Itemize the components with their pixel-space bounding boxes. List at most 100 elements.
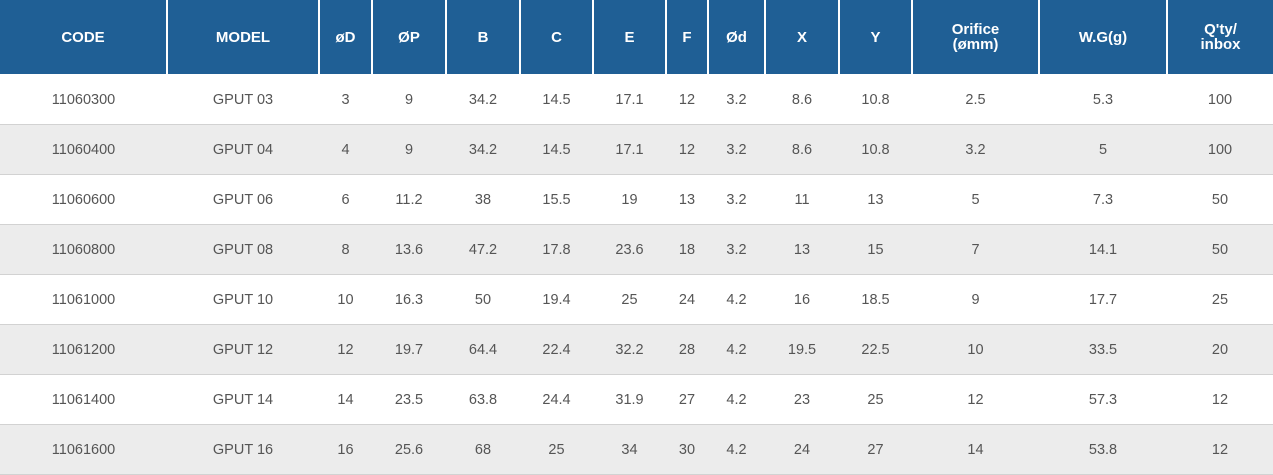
table-cell: 9	[912, 274, 1039, 325]
table-cell: 5	[1039, 124, 1167, 175]
column-header-label: B	[477, 28, 489, 46]
table-cell: 68	[446, 424, 520, 475]
table-cell: 13	[839, 174, 912, 225]
table-cell: 11061000	[0, 274, 167, 325]
table-row: 11061000 GPUT 10 10 16.3 50 19.4 25 24 4.2 16 18.5…	[0, 274, 1273, 325]
table-cell: 13	[666, 174, 708, 225]
table-cell: 34.2	[446, 74, 520, 125]
table-cell: 11061200	[0, 324, 167, 375]
table-cell: 13	[765, 224, 839, 275]
table-header: CODE MODEL øD ØP B C E F Ød X Y Orifice (ømm) W.G(g) Q…	[0, 0, 1273, 75]
table-cell: GPUT 06	[167, 174, 319, 225]
table-cell: 32.2	[593, 324, 666, 375]
column-header: MODEL	[167, 0, 320, 75]
table-row: 11060400 GPUT 04 4 9 34.2 14.5 17.1 12 3.2 8.6 10.…	[0, 124, 1273, 175]
table-body: 11060300 GPUT 03 3 9 34.2 14.5 17.1 12 3.2 8.6 10.…	[0, 74, 1273, 475]
table-cell: 12	[666, 124, 708, 175]
table-row: 11060800 GPUT 08 8 13.6 47.2 17.8 23.6 18 3.2 13 1…	[0, 224, 1273, 275]
table-cell: GPUT 04	[167, 124, 319, 175]
table-cell: 9	[372, 124, 446, 175]
table-cell: 4.2	[708, 274, 765, 325]
column-header-label: F	[682, 28, 692, 46]
column-header-label: Y	[870, 28, 881, 46]
column-header-label: Orifice	[951, 21, 1000, 38]
table-cell: 19.7	[372, 324, 446, 375]
table-row: 11060600 GPUT 06 6 11.2 38 15.5 19 13 3.2 11 13 5 7.…	[0, 174, 1273, 225]
table-cell: 7	[912, 224, 1039, 275]
table-cell: 31.9	[593, 374, 666, 425]
table-cell: 11060300	[0, 74, 167, 125]
column-header: C	[520, 0, 594, 75]
table-cell: 3.2	[708, 74, 765, 125]
table-cell: 20	[1167, 324, 1273, 375]
table-cell: 14.5	[520, 74, 593, 125]
table-cell: 16	[765, 274, 839, 325]
table-cell: 28	[666, 324, 708, 375]
table-cell: 19.4	[520, 274, 593, 325]
table-cell: 19	[593, 174, 666, 225]
column-header: B	[446, 0, 521, 75]
table-cell: 12	[319, 324, 372, 375]
table-cell: 13.6	[372, 224, 446, 275]
column-header-label: Ød	[726, 28, 747, 46]
table-cell: 24	[765, 424, 839, 475]
table-cell: 5.3	[1039, 74, 1167, 125]
table-cell: 47.2	[446, 224, 520, 275]
table-cell: 15.5	[520, 174, 593, 225]
table-cell: 16	[319, 424, 372, 475]
table-cell: 14	[319, 374, 372, 425]
table-cell: 7.3	[1039, 174, 1167, 225]
table-cell: GPUT 10	[167, 274, 319, 325]
table-cell: 11	[765, 174, 839, 225]
column-header: F	[666, 0, 709, 75]
table-cell: 11.2	[372, 174, 446, 225]
column-header-label: CODE	[61, 28, 105, 46]
column-header-label: MODEL	[215, 28, 271, 46]
column-header-label: Q'ty/	[1204, 21, 1237, 38]
table-cell: 25	[839, 374, 912, 425]
column-header: Orifice (ømm)	[912, 0, 1040, 75]
table-cell: GPUT 03	[167, 74, 319, 125]
header-row: CODE MODEL øD ØP B C E F Ød X Y Orifice (ømm) W.G(g) Q…	[0, 0, 1273, 75]
column-header-label: W.G(g)	[1078, 28, 1128, 46]
table-cell: 3.2	[708, 224, 765, 275]
table-cell: 57.3	[1039, 374, 1167, 425]
table-cell: 27	[666, 374, 708, 425]
table-cell: 3.2	[708, 174, 765, 225]
table-cell: 3.2	[912, 124, 1039, 175]
table-row: 11061600 GPUT 16 16 25.6 68 25 34 30 4.2 24 27 14 53…	[0, 424, 1273, 475]
table-cell: GPUT 16	[167, 424, 319, 475]
table-cell: 38	[446, 174, 520, 225]
table-cell: 11060800	[0, 224, 167, 275]
table-cell: 23.5	[372, 374, 446, 425]
table-cell: 100	[1167, 124, 1273, 175]
table-cell: 25.6	[372, 424, 446, 475]
column-header: øD	[319, 0, 373, 75]
table-cell: GPUT 14	[167, 374, 319, 425]
column-header: Y	[839, 0, 913, 75]
table-cell: 34.2	[446, 124, 520, 175]
column-header: Q'ty/inbox	[1167, 0, 1273, 75]
table-cell: 19.5	[765, 324, 839, 375]
table-cell: 50	[1167, 174, 1273, 225]
table-cell: 5	[912, 174, 1039, 225]
table-cell: 4.2	[708, 424, 765, 475]
table-cell: 2.5	[912, 74, 1039, 125]
table-cell: 33.5	[1039, 324, 1167, 375]
table-cell: 4	[319, 124, 372, 175]
table-cell: 3.2	[708, 124, 765, 175]
table-cell: 24	[666, 274, 708, 325]
table-cell: 11061600	[0, 424, 167, 475]
table-cell: 23.6	[593, 224, 666, 275]
table-cell: 18	[666, 224, 708, 275]
table-cell: GPUT 12	[167, 324, 319, 375]
table-cell: 12	[1167, 424, 1273, 475]
table-cell: 14.5	[520, 124, 593, 175]
table-cell: 100	[1167, 74, 1273, 125]
table-cell: 17.1	[593, 74, 666, 125]
table-cell: 23	[765, 374, 839, 425]
table-cell: 22.4	[520, 324, 593, 375]
table-cell: 12	[666, 74, 708, 125]
table-cell: GPUT 08	[167, 224, 319, 275]
